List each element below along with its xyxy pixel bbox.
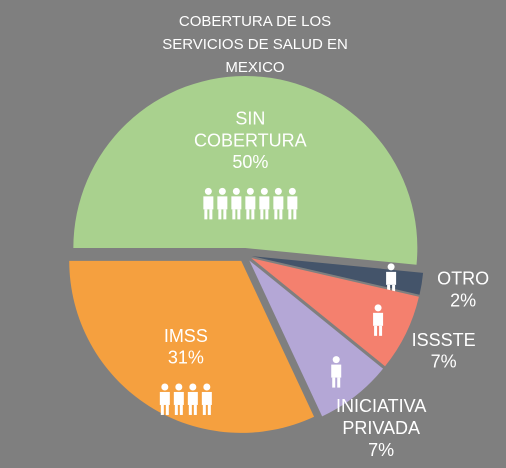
person-icon xyxy=(265,209,269,220)
person-icon xyxy=(386,271,397,285)
person-icon xyxy=(332,377,336,388)
slice-value-label: 7% xyxy=(431,352,457,372)
pie-slice xyxy=(251,256,424,295)
person-icon xyxy=(207,404,211,415)
person-icon xyxy=(288,209,292,220)
person-icon xyxy=(161,383,169,391)
person-icon xyxy=(259,196,270,210)
slice-value-label: 2% xyxy=(450,290,476,310)
person-icon xyxy=(218,209,222,220)
person-icon xyxy=(293,209,297,220)
person-icon xyxy=(251,209,255,220)
person-icon xyxy=(374,325,378,336)
person-icon xyxy=(179,404,183,415)
slice-value-label: 31% xyxy=(168,348,204,368)
pie-slice xyxy=(69,260,315,433)
person-icon xyxy=(175,383,183,391)
slice-label: OTRO xyxy=(437,268,489,288)
slice-value-label: 50% xyxy=(232,152,268,172)
person-icon xyxy=(223,209,227,220)
person-icon xyxy=(287,196,298,210)
person-icon xyxy=(204,209,208,220)
person-icon xyxy=(279,209,283,220)
person-icon xyxy=(203,383,211,391)
person-icon xyxy=(332,356,340,364)
person-icon xyxy=(202,404,206,415)
person-icon xyxy=(274,187,282,195)
person-icon xyxy=(160,404,164,415)
slice-label: SIN COBERTURA xyxy=(194,108,307,150)
person-icon xyxy=(387,263,395,271)
person-icon xyxy=(209,209,213,220)
person-icon xyxy=(246,187,254,195)
person-icon xyxy=(188,404,192,415)
person-icon xyxy=(187,391,198,405)
person-icon xyxy=(217,196,228,210)
slice-label: ISSSTE xyxy=(412,330,476,350)
person-icon xyxy=(204,187,212,195)
person-icon xyxy=(373,312,384,326)
person-icon xyxy=(159,391,170,405)
person-icon xyxy=(189,383,197,391)
slice-value-label: 7% xyxy=(368,440,394,460)
person-icon xyxy=(331,364,342,378)
person-icon xyxy=(260,187,268,195)
person-icon xyxy=(379,325,383,336)
person-icon xyxy=(288,187,296,195)
person-icon xyxy=(374,304,382,312)
person-icon xyxy=(203,196,214,210)
person-icon xyxy=(165,404,169,415)
slice-label: IMSS xyxy=(164,326,208,346)
person-icon xyxy=(232,187,240,195)
chart-title: COBERTURA DE LOS SERVICIOS DE SALUD EN MEX… xyxy=(162,13,348,76)
person-icon xyxy=(273,196,284,210)
person-icon xyxy=(201,391,212,405)
person-icon xyxy=(274,209,278,220)
pie-slice xyxy=(251,258,419,367)
person-icon xyxy=(232,209,236,220)
person-icon xyxy=(392,284,396,295)
person-icon xyxy=(174,404,178,415)
person-icon xyxy=(231,196,242,210)
person-icon xyxy=(237,209,241,220)
person-icon xyxy=(173,391,184,405)
slice-label: INICIATIVA PRIVADA xyxy=(336,396,426,438)
person-icon xyxy=(218,187,226,195)
person-icon xyxy=(246,209,250,220)
pie-slice xyxy=(249,260,384,417)
person-icon xyxy=(260,209,264,220)
person-icon xyxy=(245,196,256,210)
person-icon xyxy=(337,377,341,388)
person-icon xyxy=(193,404,197,415)
pie-slice xyxy=(73,76,418,265)
